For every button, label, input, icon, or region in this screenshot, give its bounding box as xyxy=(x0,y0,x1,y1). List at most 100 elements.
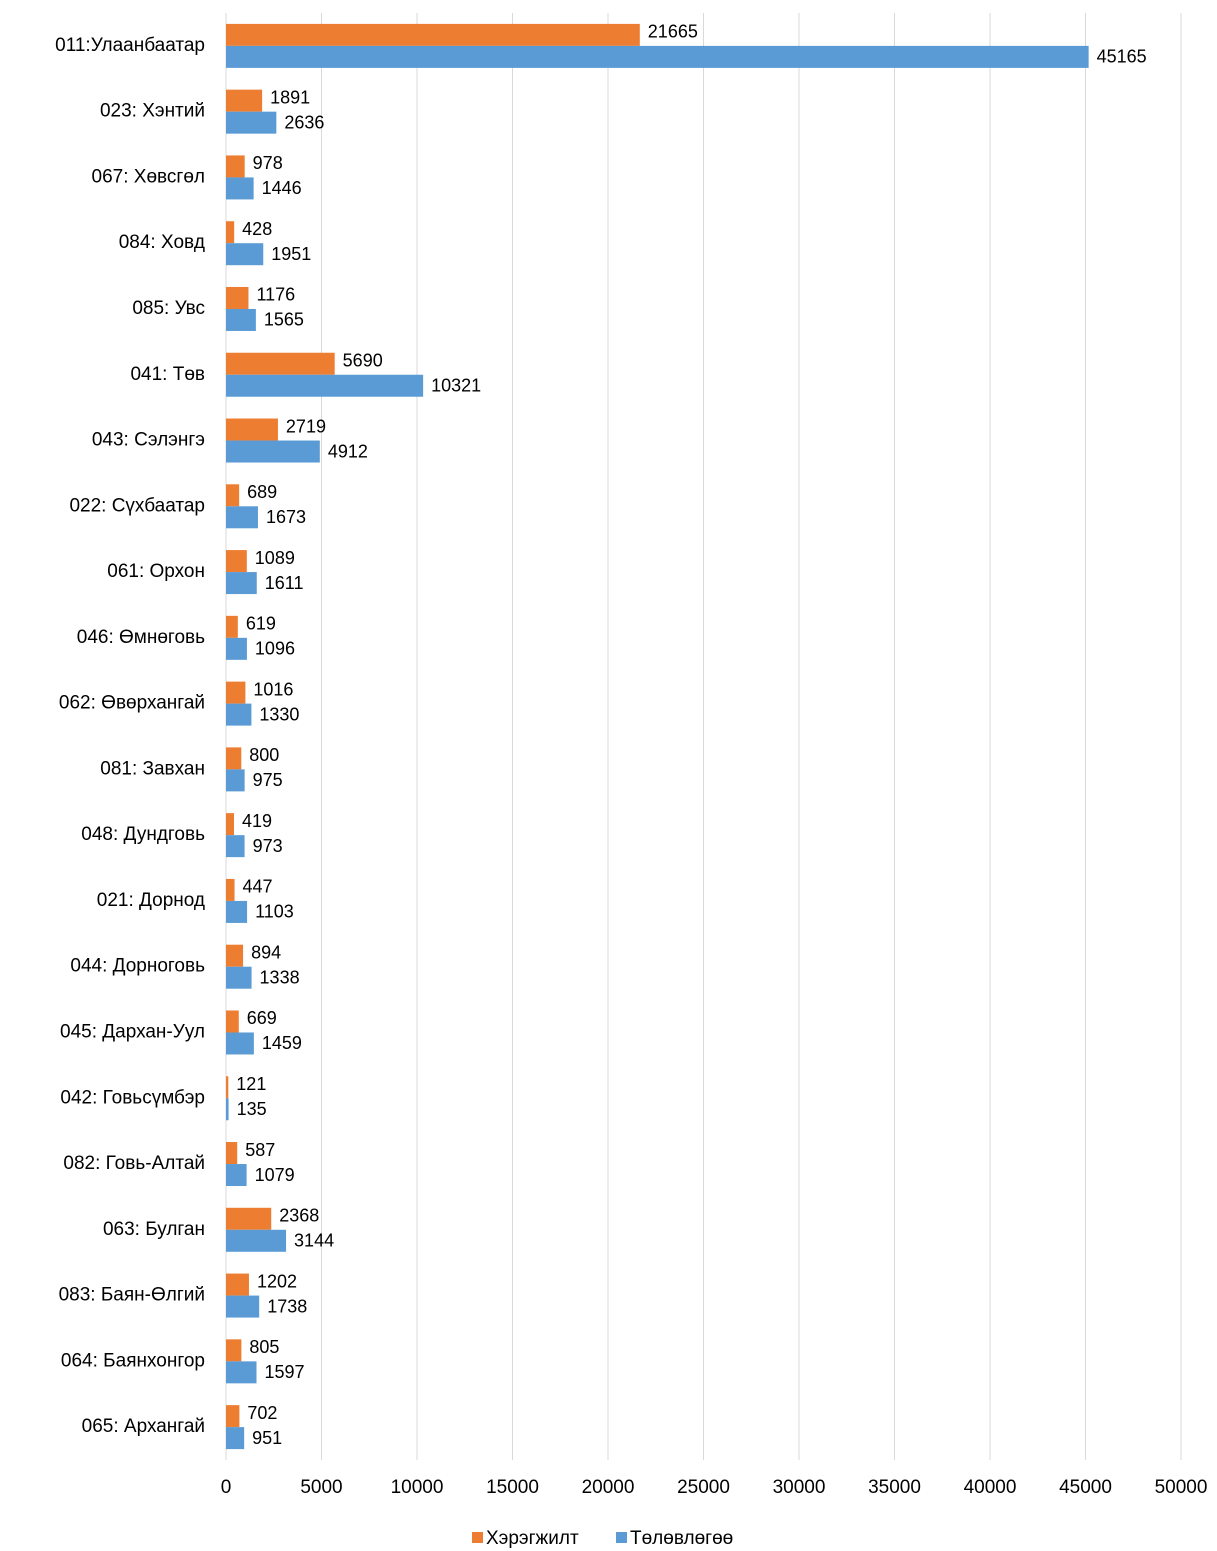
legend-swatch xyxy=(472,1532,483,1543)
bar xyxy=(226,572,257,595)
x-tick-label: 0 xyxy=(221,1477,232,1498)
data-label: 1673 xyxy=(266,507,306,527)
bar xyxy=(226,747,242,770)
bar xyxy=(226,703,252,726)
y-tick-label: 085: Увс xyxy=(132,298,205,319)
data-label: 1089 xyxy=(255,548,295,568)
data-label: 10321 xyxy=(431,376,481,396)
data-label: 1565 xyxy=(264,310,304,330)
bar xyxy=(226,374,424,397)
data-label: 894 xyxy=(251,942,281,962)
data-label: 587 xyxy=(245,1140,275,1160)
y-tick-label: 023: Хэнтий xyxy=(100,101,205,122)
bar xyxy=(226,1295,260,1318)
bar xyxy=(226,440,320,463)
data-label: 1016 xyxy=(253,679,293,699)
x-tick-label: 50000 xyxy=(1155,1477,1208,1498)
y-tick-label: 084: Ховд xyxy=(119,232,205,253)
x-tick-label: 40000 xyxy=(964,1477,1017,1498)
bar xyxy=(226,1339,242,1362)
bar xyxy=(226,221,235,244)
y-tick-label: 065: Архангай xyxy=(82,1416,205,1437)
data-label: 951 xyxy=(252,1428,282,1448)
y-tick-label: 046: Өмнөговь xyxy=(77,627,205,648)
data-label: 805 xyxy=(249,1337,279,1357)
bar xyxy=(226,484,240,507)
data-label: 135 xyxy=(237,1099,267,1119)
bar xyxy=(226,615,238,638)
bar xyxy=(226,550,247,573)
bar xyxy=(226,45,1089,68)
bar xyxy=(226,89,263,112)
data-label: 800 xyxy=(249,745,279,765)
data-label: 428 xyxy=(242,219,272,239)
data-label: 1202 xyxy=(257,1271,297,1291)
bar xyxy=(226,944,244,967)
y-tick-label: 081: Завхан xyxy=(100,758,205,779)
bar xyxy=(226,155,245,178)
data-label: 619 xyxy=(246,614,276,634)
legend-label: Төлөвлөгөө xyxy=(630,1528,733,1549)
data-label: 1176 xyxy=(256,285,295,305)
bar xyxy=(226,1142,238,1165)
y-tick-label: 062: Өвөрхангай xyxy=(59,693,205,714)
data-label: 1079 xyxy=(255,1165,295,1185)
bar xyxy=(226,769,245,792)
bar xyxy=(226,1098,229,1121)
y-tick-label: 064: Баянхонгор xyxy=(61,1350,205,1371)
x-tick-label: 30000 xyxy=(773,1477,826,1498)
x-tick-label: 10000 xyxy=(391,1477,444,1498)
bar xyxy=(226,1010,239,1033)
data-label: 1738 xyxy=(267,1296,307,1316)
data-label: 121 xyxy=(236,1074,266,1094)
data-label: 1459 xyxy=(262,1033,302,1053)
bar xyxy=(226,1427,245,1450)
data-label: 2636 xyxy=(284,112,324,132)
data-label: 1103 xyxy=(255,902,294,922)
bar xyxy=(226,1032,254,1055)
bar xyxy=(226,506,258,529)
y-tick-label: 011:Улаанбаатар xyxy=(55,35,205,56)
y-tick-label: 067: Хөвсгөл xyxy=(92,166,205,187)
data-label: 5690 xyxy=(343,351,383,371)
x-tick-label: 15000 xyxy=(486,1477,539,1498)
y-tick-label: 041: Төв xyxy=(130,364,205,385)
data-label: 1891 xyxy=(270,87,310,107)
bar xyxy=(226,286,249,309)
data-label: 45165 xyxy=(1097,47,1147,67)
data-label: 978 xyxy=(253,153,283,173)
bar xyxy=(226,1207,272,1230)
bar xyxy=(226,177,254,200)
bar xyxy=(226,681,246,704)
data-label: 2719 xyxy=(286,416,326,436)
bar xyxy=(226,813,235,836)
bar xyxy=(226,1164,247,1187)
bar xyxy=(226,352,335,375)
x-tick-label: 20000 xyxy=(582,1477,635,1498)
bar xyxy=(226,1273,249,1296)
data-label: 702 xyxy=(247,1403,277,1423)
y-tick-label: 042: Говьсүмбэр xyxy=(60,1087,205,1108)
y-tick-label: 021: Дорнод xyxy=(97,890,205,911)
y-tick-label: 044: Дорноговь xyxy=(70,956,205,977)
data-label: 669 xyxy=(247,1008,277,1028)
y-tick-label: 022: Сүхбаатар xyxy=(69,495,205,516)
bar xyxy=(226,23,640,46)
bar xyxy=(226,308,256,331)
data-label: 1096 xyxy=(255,639,295,659)
bar xyxy=(226,111,277,134)
bar xyxy=(226,1361,257,1384)
bar xyxy=(226,900,248,923)
data-label: 3144 xyxy=(294,1231,334,1251)
legend-label: Хэрэгжилт xyxy=(486,1528,579,1549)
data-label: 419 xyxy=(242,811,272,831)
x-tick-label: 45000 xyxy=(1059,1477,1112,1498)
y-tick-label: 043: Сэлэнгэ xyxy=(92,430,205,451)
data-label: 4912 xyxy=(328,441,368,461)
bar xyxy=(226,1405,240,1428)
bar xyxy=(226,1229,287,1252)
data-label: 975 xyxy=(253,770,283,790)
bar xyxy=(226,878,235,901)
x-tick-label: 25000 xyxy=(677,1477,730,1498)
